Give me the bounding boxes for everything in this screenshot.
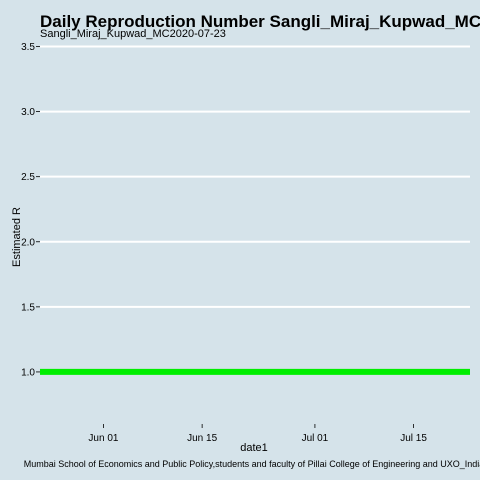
y-tick-label: 1.0 [21, 367, 35, 378]
y-tick-label: 3.0 [21, 107, 35, 118]
x-tick-label: Jun 15 [187, 433, 217, 444]
y-axis-title: Estimated R [11, 207, 23, 267]
y-tick-label: 1.5 [21, 302, 35, 313]
chart-caption: Mumbai School of Economics and Public Po… [24, 459, 480, 469]
x-axis-title: date1 [240, 442, 268, 454]
y-tick-label: 2.0 [21, 237, 35, 248]
chart-subtitle: Sangli_Miraj_Kupwad_MC2020-07-23 [40, 28, 226, 40]
chart-title: Daily Reproduction Number Sangli_Miraj_K… [40, 12, 480, 31]
x-tick-label: Jul 01 [302, 433, 329, 444]
x-tick-label: Jul 15 [400, 433, 427, 444]
x-axis: Jun 01 Jun 15 Jul 01 Jul 15 [88, 424, 427, 444]
x-tick-label: Jun 01 [88, 433, 118, 444]
y-axis: 1.0 1.5 2.0 2.5 3.0 3.5 [21, 42, 40, 378]
y-tick-label: 3.5 [21, 42, 35, 53]
y-tick-label: 2.5 [21, 172, 35, 183]
